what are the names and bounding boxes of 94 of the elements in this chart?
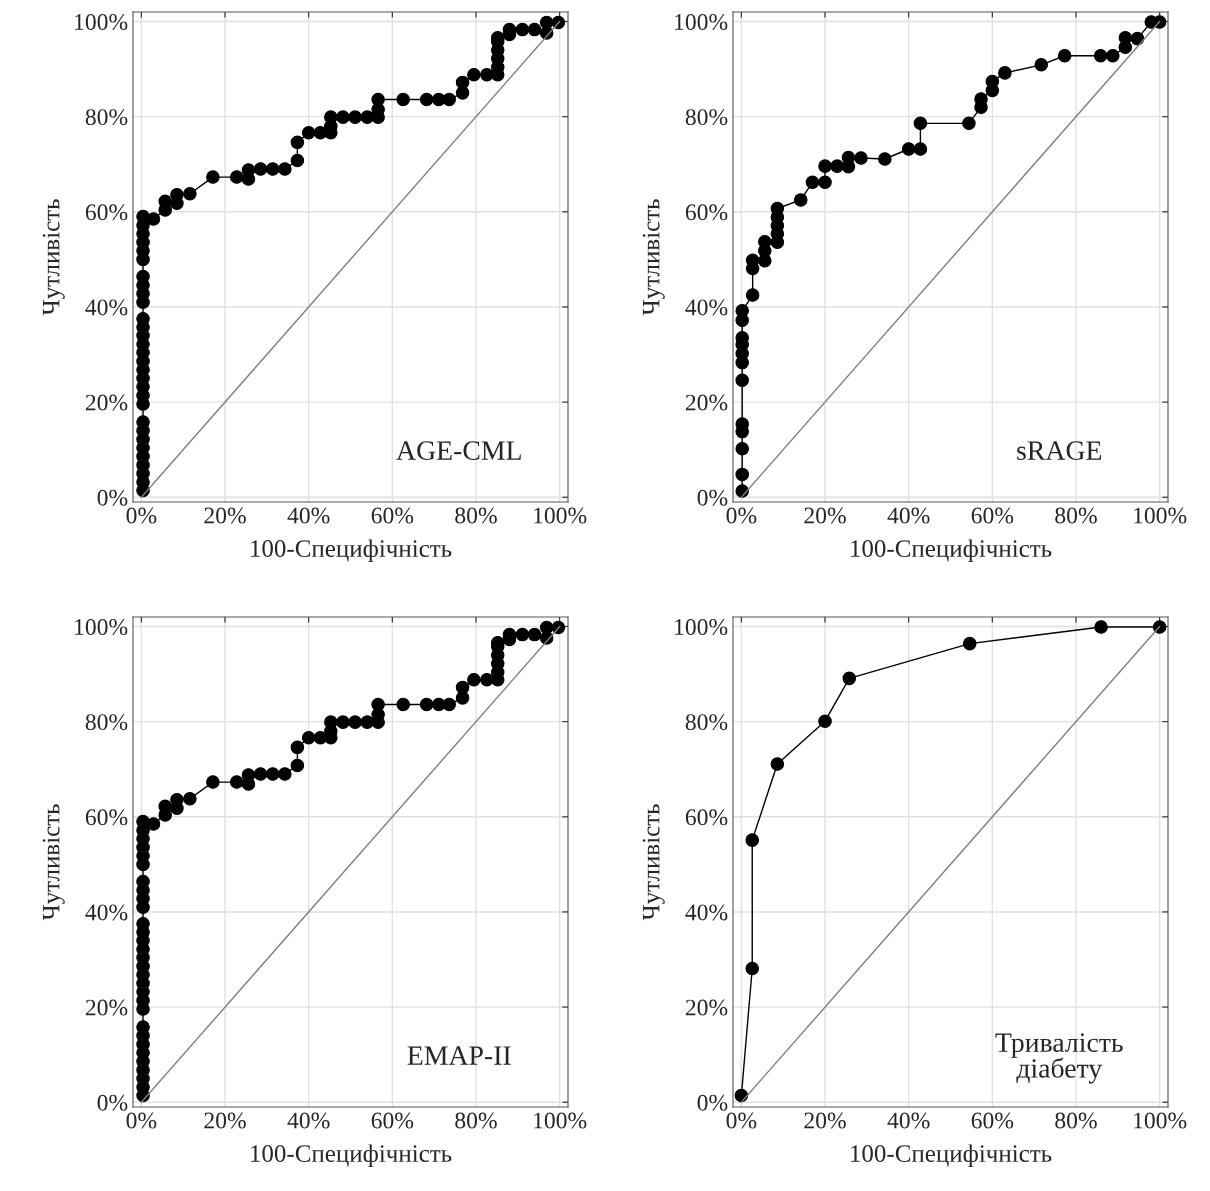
point [1094, 620, 1108, 634]
x-tick-label: 80% [1055, 1112, 1097, 1129]
y-tick-label: 60% [685, 809, 728, 826]
point [1093, 49, 1108, 63]
y-tick-label: 80% [85, 714, 128, 731]
y-tick-label: 0% [697, 1094, 728, 1111]
x-tick-label: 20% [804, 1112, 846, 1129]
y-tick-label: 100% [675, 14, 728, 31]
point [758, 235, 772, 249]
y-tick-label: 20% [685, 394, 728, 411]
y-tick-label: 100% [75, 14, 128, 31]
point [841, 150, 856, 165]
x-tick-label: 0% [126, 507, 157, 524]
x-axis-title: 100-Специфічність [251, 1144, 452, 1168]
point [830, 159, 844, 173]
point [878, 152, 892, 166]
point [818, 159, 832, 173]
x-tick-label: 20% [804, 507, 846, 524]
y-tick-label: 80% [685, 714, 728, 731]
y-tick-label: 20% [85, 394, 128, 411]
point [805, 175, 820, 190]
point [1152, 620, 1167, 634]
x-tick-label: 80% [455, 1112, 497, 1129]
annotation: EMAP-II [407, 1046, 511, 1065]
point [842, 671, 857, 686]
y-tick-label: 60% [85, 809, 128, 826]
point [998, 66, 1012, 80]
point [735, 373, 749, 387]
point [901, 142, 916, 156]
point [770, 757, 785, 771]
y-tick-label: 0% [97, 489, 128, 506]
point [962, 116, 976, 131]
x-tick-label: 60% [371, 1112, 414, 1129]
x-tick-label: 20% [204, 1112, 246, 1129]
point [962, 636, 977, 651]
x-tick-label: 40% [887, 1112, 930, 1129]
y-axis-title: Чутливість [642, 804, 665, 921]
x-tick-label: 80% [455, 507, 497, 524]
x-tick-label: 0% [126, 1112, 157, 1129]
y-axis-title: Чутливість [642, 199, 665, 316]
point [913, 142, 928, 156]
x-tick-label: 100% [534, 1112, 587, 1129]
x-tick-label: 60% [371, 507, 414, 524]
point [745, 961, 760, 976]
point [913, 116, 928, 131]
y-axis-title: Чутливість [42, 804, 65, 921]
x-tick-label: 60% [971, 1112, 1014, 1129]
point [735, 467, 749, 482]
y-tick-label: 0% [697, 489, 728, 506]
y-tick-label: 20% [85, 999, 128, 1016]
point [735, 441, 749, 456]
y-tick-label: 60% [85, 204, 128, 221]
annotation: AGE-CML [396, 441, 521, 460]
y-tick-label: 80% [85, 109, 128, 126]
x-axis-title: 100-Специфічність [851, 1144, 1052, 1168]
x-tick-label: 60% [971, 507, 1014, 524]
point [1130, 31, 1145, 46]
point [1057, 49, 1072, 63]
point [854, 151, 868, 165]
x-axis-title: 100-Специфічність [851, 539, 1052, 563]
y-tick-label: 40% [85, 299, 128, 316]
y-tick-label: 40% [685, 904, 728, 921]
x-axis-title: 100-Специфічність [251, 539, 452, 563]
point [735, 303, 749, 318]
x-tick-label: 100% [1134, 507, 1187, 524]
x-tick-label: 100% [534, 507, 587, 524]
y-tick-label: 80% [685, 109, 728, 126]
y-tick-label: 0% [97, 1094, 128, 1111]
x-tick-label: 0% [726, 1112, 757, 1129]
point [1118, 30, 1133, 45]
x-tick-label: 80% [1055, 507, 1097, 524]
point [793, 193, 808, 207]
y-tick-label: 20% [685, 999, 728, 1016]
x-tick-label: 40% [287, 1112, 330, 1129]
annotation: Тривалість діабету [995, 1033, 1123, 1084]
y-tick-label: 100% [675, 619, 728, 636]
point [818, 714, 832, 728]
point [745, 833, 760, 847]
point [1106, 49, 1120, 63]
point [1034, 58, 1049, 72]
point [818, 175, 832, 190]
annotation: sRAGE [1017, 441, 1102, 460]
y-tick-label: 40% [685, 299, 728, 316]
y-tick-label: 100% [75, 619, 128, 636]
y-tick-label: 40% [85, 904, 128, 921]
x-tick-label: 40% [887, 507, 930, 524]
y-axis-title: Чутливість [42, 199, 65, 316]
point [745, 288, 760, 302]
x-tick-label: 20% [204, 507, 246, 524]
y-tick-label: 60% [685, 204, 728, 221]
x-tick-label: 40% [287, 507, 330, 524]
x-tick-label: 100% [1134, 1112, 1187, 1129]
x-tick-label: 0% [726, 507, 757, 524]
point [974, 92, 988, 106]
